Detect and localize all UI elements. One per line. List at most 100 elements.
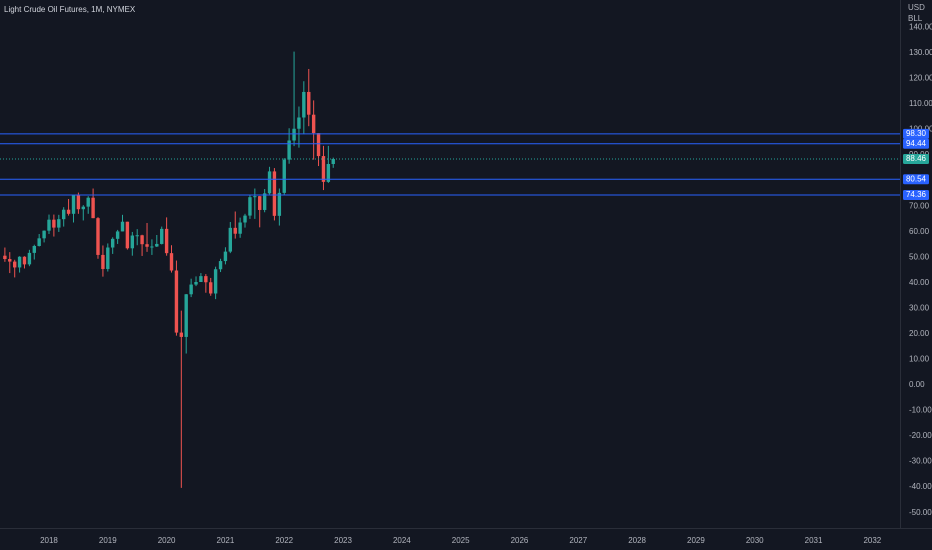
- candle-body: [101, 254, 105, 269]
- level-price-box: [903, 174, 929, 185]
- candle-body: [3, 255, 7, 260]
- candle-body: [316, 133, 321, 157]
- candle-body: [302, 91, 306, 118]
- candle-body: [258, 196, 262, 210]
- candle-body: [110, 238, 115, 248]
- y-tick-label: 140.00: [909, 22, 932, 31]
- candle-body: [42, 230, 46, 239]
- x-tick-label: 2032: [863, 536, 881, 545]
- x-tick-label: 2019: [99, 536, 117, 545]
- candle-body: [233, 227, 237, 234]
- candle-body: [22, 256, 27, 265]
- y-tick-label: -50.00: [909, 508, 932, 517]
- level-price-box: [903, 190, 929, 201]
- y-tick-label: 20.00: [909, 329, 930, 338]
- candle-body: [115, 231, 120, 239]
- candle-body: [311, 114, 316, 134]
- y-tick-label: 40.00: [909, 278, 930, 287]
- candle-body: [189, 284, 193, 295]
- candle-body: [218, 261, 223, 270]
- x-tick-label: 2021: [217, 536, 235, 545]
- level-price-label: 98.30: [906, 129, 927, 138]
- candle-body: [262, 193, 267, 210]
- candle-body: [223, 251, 228, 262]
- y-tick-label: 0.00: [909, 380, 925, 389]
- chart-title: Light Crude Oil Futures, 1M, NYMEX: [4, 5, 136, 14]
- candle-body: [81, 206, 85, 210]
- candle-body: [37, 238, 41, 246]
- candle-body: [52, 219, 56, 228]
- candle-body: [130, 235, 135, 249]
- candle-body: [120, 221, 125, 232]
- candle-body: [174, 270, 179, 333]
- x-tick-label: 2027: [569, 536, 587, 545]
- currency: USD: [908, 3, 925, 12]
- y-tick-label: -30.00: [909, 457, 932, 466]
- x-tick-label: 2026: [511, 536, 529, 545]
- candle-body: [272, 171, 277, 216]
- x-tick-label: 2028: [628, 536, 646, 545]
- x-tick-label: 2018: [40, 536, 58, 545]
- candle-body: [135, 235, 139, 237]
- x-tick-label: 2029: [687, 536, 705, 545]
- y-tick-label: 30.00: [909, 303, 930, 312]
- level-price-box: [903, 138, 929, 149]
- level-price-label: 80.54: [906, 174, 927, 183]
- last-price-box: [903, 153, 929, 164]
- x-tick-label: 2024: [393, 536, 411, 545]
- candle-body: [194, 282, 198, 285]
- y-tick-label: -10.00: [909, 406, 932, 415]
- candle-body: [160, 228, 164, 244]
- candle-body: [228, 227, 233, 252]
- x-tick-label: 2022: [275, 536, 293, 545]
- candle-body: [292, 128, 296, 141]
- candle-body: [145, 244, 149, 247]
- candle-body: [47, 219, 51, 231]
- unit: BLL: [908, 14, 923, 23]
- candle-body: [326, 163, 331, 182]
- x-tick-label: 2031: [805, 536, 823, 545]
- candle-body: [150, 246, 154, 248]
- y-tick-label: 50.00: [909, 252, 930, 261]
- y-tick-label: 110.00: [909, 99, 932, 108]
- level-price-label: 94.44: [906, 139, 927, 148]
- y-tick-label: 60.00: [909, 227, 930, 236]
- y-tick-label: -20.00: [909, 431, 932, 440]
- y-tick-label: 10.00: [909, 355, 930, 364]
- candle-body: [13, 261, 17, 268]
- candle-body: [248, 197, 252, 216]
- candle-body: [91, 197, 95, 219]
- y-tick-label: -40.00: [909, 482, 932, 491]
- candle-body: [267, 171, 272, 194]
- x-tick-label: 2023: [334, 536, 352, 545]
- y-tick-label: 70.00: [909, 201, 930, 210]
- candle-body: [96, 218, 100, 255]
- candle-body: [32, 245, 36, 253]
- candle-body: [282, 159, 286, 193]
- candle-body: [155, 243, 159, 247]
- candle-body: [287, 140, 291, 160]
- candle-body: [331, 158, 335, 164]
- candle-body: [243, 215, 247, 223]
- candle-body: [57, 219, 61, 228]
- candle-body: [86, 197, 90, 207]
- candle-body: [199, 276, 203, 283]
- candle-body: [169, 253, 174, 271]
- candle-body: [179, 332, 184, 337]
- candle-body: [321, 156, 326, 182]
- candle-body: [253, 196, 257, 198]
- level-price-label: 74.36: [906, 190, 927, 199]
- candle-body: [106, 247, 110, 269]
- candle-body: [76, 195, 81, 210]
- candle-body: [61, 209, 66, 220]
- candle-body: [204, 276, 208, 283]
- last-price-label: 88.46: [906, 154, 927, 163]
- candle-body: [213, 269, 218, 294]
- candle-body: [164, 228, 169, 254]
- candle-body: [297, 117, 301, 129]
- candle-body: [66, 209, 71, 214]
- candle-body: [140, 235, 144, 245]
- y-tick-label: 120.00: [909, 74, 932, 83]
